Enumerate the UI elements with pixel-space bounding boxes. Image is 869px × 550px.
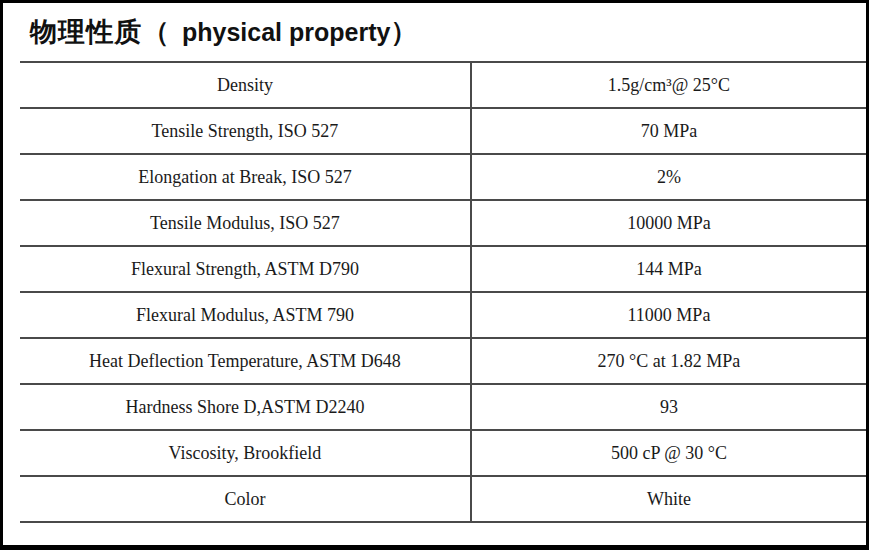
value-cell: 144 MPa <box>471 246 866 292</box>
page-title-chinese: 物理性质（ <box>30 14 170 50</box>
value-cell: 10000 MPa <box>471 200 866 246</box>
value-cell: 2% <box>471 154 866 200</box>
table-row: Heat Deflection Temperature, ASTM D648 2… <box>20 338 866 384</box>
property-cell: Tensile Modulus, ISO 527 <box>20 200 471 246</box>
property-cell: Elongation at Break, ISO 527 <box>20 154 471 200</box>
table-row: Tensile Modulus, ISO 527 10000 MPa <box>20 200 866 246</box>
table-row: Flexural Strength, ASTM D790 144 MPa <box>20 246 866 292</box>
property-cell: Tensile Strength, ISO 527 <box>20 108 471 154</box>
page-title-close-paren: ） <box>390 14 417 50</box>
table-row: Tensile Strength, ISO 527 70 MPa <box>20 108 866 154</box>
physical-property-table: Density 1.5g/cm³@ 25°C Tensile Strength,… <box>20 61 866 523</box>
value-cell: 70 MPa <box>471 108 866 154</box>
property-cell: Color <box>20 476 471 522</box>
property-cell: Viscosity, Brookfield <box>20 430 471 476</box>
page-title: 物理性质（ physical property ） <box>3 3 866 61</box>
table-row: Density 1.5g/cm³@ 25°C <box>20 62 866 108</box>
value-cell: White <box>471 476 866 522</box>
property-cell: Flexural Strength, ASTM D790 <box>20 246 471 292</box>
table-row: Hardness Shore D,ASTM D2240 93 <box>20 384 866 430</box>
value-cell: 1.5g/cm³@ 25°C <box>471 62 866 108</box>
table-row: Viscosity, Brookfield 500 cP @ 30 °C <box>20 430 866 476</box>
property-cell: Flexural Modulus, ASTM 790 <box>20 292 471 338</box>
property-cell: Heat Deflection Temperature, ASTM D648 <box>20 338 471 384</box>
table-row: Elongation at Break, ISO 527 2% <box>20 154 866 200</box>
table-row: Color White <box>20 476 866 522</box>
value-cell: 270 °C at 1.82 MPa <box>471 338 866 384</box>
property-cell: Density <box>20 62 471 108</box>
value-cell: 11000 MPa <box>471 292 866 338</box>
value-cell: 93 <box>471 384 866 430</box>
page-title-english: physical property <box>182 18 390 47</box>
table-row: Flexural Modulus, ASTM 790 11000 MPa <box>20 292 866 338</box>
physical-property-datasheet: 物理性质（ physical property ） Density 1.5g/c… <box>0 0 869 550</box>
property-cell: Hardness Shore D,ASTM D2240 <box>20 384 471 430</box>
value-cell: 500 cP @ 30 °C <box>471 430 866 476</box>
